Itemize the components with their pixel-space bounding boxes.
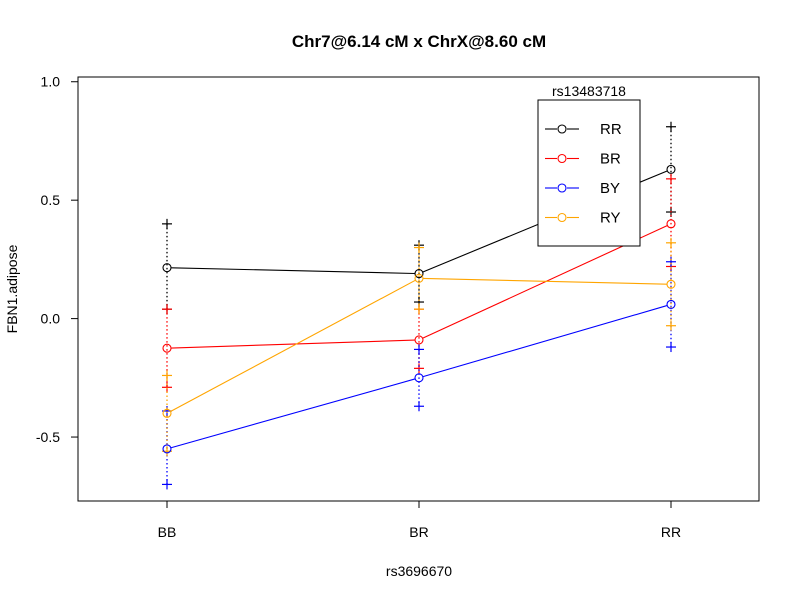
legend-label: BY (600, 180, 620, 197)
y-axis-label: FBN1.adipose (4, 244, 20, 333)
chart-title: Chr7@6.14 cM x ChrX@8.60 cM (292, 32, 546, 51)
y-tick-label: 1.0 (41, 74, 61, 90)
data-point (162, 444, 172, 454)
error-bar-cap (666, 256, 676, 267)
x-axis: BB BR RR (158, 501, 681, 540)
x-tick-label: BB (158, 524, 177, 540)
series-line (423, 277, 667, 285)
data-point (666, 299, 676, 309)
series-line (170, 378, 416, 449)
error-bar-cap (666, 237, 676, 248)
error-bar-cap (414, 401, 424, 412)
error-bar-cap (414, 304, 424, 315)
series-line (422, 305, 668, 378)
series-line (170, 279, 416, 412)
legend-item: BY (545, 180, 620, 197)
data-point (162, 343, 172, 353)
error-bar-cap (162, 370, 172, 381)
error-bar-cap (162, 218, 172, 229)
error-bar-cap (162, 304, 172, 315)
x-tick-label: RR (661, 524, 681, 540)
y-tick-label: -0.5 (36, 429, 60, 445)
error-bar-cap (666, 173, 676, 184)
x-tick-label: BR (409, 524, 428, 540)
legend-label: RY (600, 210, 621, 227)
legend-swatch-point (557, 124, 567, 134)
data-point (162, 263, 172, 273)
legend-item: RR (545, 121, 622, 138)
data-point (666, 164, 676, 174)
data-point (666, 279, 676, 289)
error-bars (162, 121, 676, 490)
data-point (162, 408, 172, 418)
x-axis-label: rs3696670 (386, 563, 452, 579)
data-point (414, 273, 424, 283)
legend-item: RY (545, 210, 621, 227)
data-point (666, 219, 676, 229)
legend-item: BR (545, 151, 621, 168)
legend-swatch-point (557, 153, 567, 164)
error-bar-cap (666, 320, 676, 331)
error-bar-cap (666, 342, 676, 353)
data-point (414, 335, 424, 345)
data-point (414, 373, 424, 383)
legend-swatch-point (557, 183, 567, 193)
error-bar-cap (414, 242, 424, 253)
legend-box (537, 99, 641, 247)
y-axis: -0.5 0.0 0.5 1.0 (36, 74, 78, 445)
error-bar-cap (666, 121, 676, 132)
series-line (171, 339, 415, 349)
error-bar-cap (414, 344, 424, 355)
legend: rs13483718 RR BR BY RY (537, 83, 641, 247)
legend-swatch-point (557, 212, 567, 223)
y-tick-label: 0.0 (41, 311, 61, 327)
series-line (171, 267, 415, 275)
legend-label: RR (600, 121, 622, 138)
error-bar-cap (162, 479, 172, 490)
legend-label: BR (600, 151, 621, 168)
error-bar-cap (414, 363, 424, 374)
y-tick-label: 0.5 (41, 192, 61, 208)
legend-title: rs13483718 (552, 83, 626, 99)
data-point (414, 269, 424, 279)
